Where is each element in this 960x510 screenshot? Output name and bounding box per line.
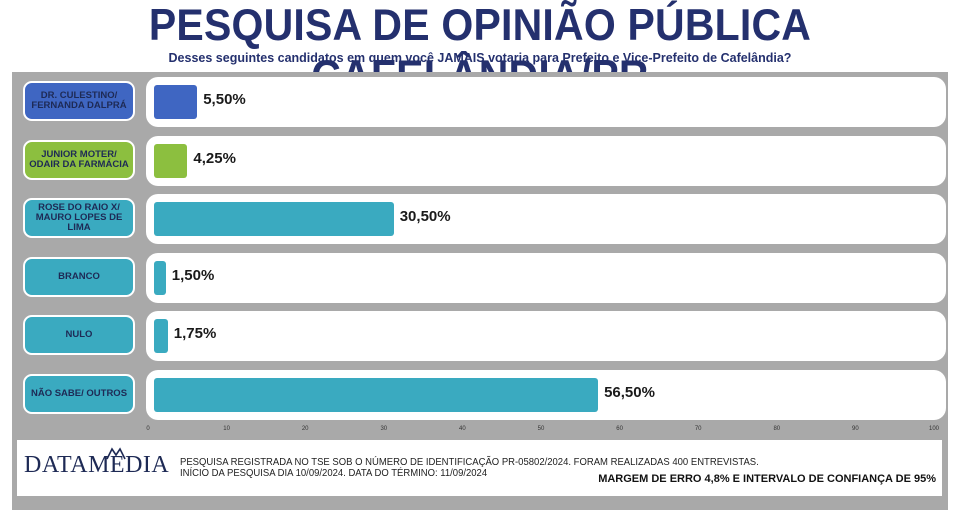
bar-track: 1,75%: [146, 311, 946, 361]
bar: [154, 85, 198, 119]
category-label: ROSE DO RAIO X/ MAURO LOPES DE LIMA: [23, 198, 135, 238]
bar: [154, 319, 168, 353]
bar: [154, 378, 599, 412]
bar-track: 4,25%: [146, 136, 946, 186]
bar-track: 5,50%: [146, 77, 946, 127]
value-label: 1,50%: [171, 267, 215, 284]
value-label: 4,25%: [193, 150, 236, 167]
question-subtitle: Desses seguintes candidatos em quem você…: [168, 51, 792, 65]
x-tick-label: 40: [459, 426, 466, 432]
note-line-2: INÍCIO DA PESQUISA DIA 10/09/2024. DATA …: [180, 468, 488, 479]
value-label: 5,50%: [203, 91, 246, 108]
value-label: 56,50%: [604, 384, 655, 401]
bar-track: 1,50%: [146, 253, 946, 303]
category-label: JUNIOR MOTER/ ODAIR DA FARMÁCIA: [23, 140, 135, 180]
category-label: DR. CULESTINO/ FERNANDA DALPRÁ: [23, 81, 135, 121]
x-tick-label: 30: [380, 426, 388, 432]
logo-text: DATAMEDIA: [24, 452, 170, 478]
x-tick-label: 100: [928, 426, 940, 432]
category-label: BRANCO: [23, 257, 135, 297]
bar: [154, 261, 166, 295]
category-label: NULO: [23, 315, 135, 355]
value-label: 30,50%: [399, 208, 451, 225]
x-tick-label: 50: [537, 426, 545, 432]
x-tick-label: 10: [223, 426, 230, 432]
x-tick-label: 0: [146, 426, 150, 432]
category-label: NÃO SABE/ OUTROS: [23, 374, 135, 414]
bar: [154, 144, 188, 178]
margin-of-error: MARGEM DE ERRO 4,8% E INTERVALO DE CONFI…: [598, 473, 936, 485]
bar-track: 56,50%: [146, 370, 946, 420]
note-line-1: PESQUISA REGISTRADA NO TSE SOB O NÚMERO …: [180, 457, 759, 468]
x-tick-label: 80: [773, 426, 781, 432]
logo-mark-icon: [106, 447, 126, 460]
footer-box: [17, 440, 942, 496]
survey-registration-note: PESQUISA REGISTRADA NO TSE SOB O NÚMERO …: [180, 457, 759, 479]
bar-track: 30,50%: [146, 194, 946, 244]
x-tick-label: 60: [616, 426, 623, 432]
datamedia-logo: DATAMEDIA: [24, 447, 170, 479]
x-tick-label: 90: [852, 426, 859, 432]
bar: [154, 202, 394, 236]
value-label: 1,75%: [173, 325, 217, 342]
x-tick-label: 70: [694, 426, 702, 432]
x-tick-label: 20: [301, 426, 309, 432]
